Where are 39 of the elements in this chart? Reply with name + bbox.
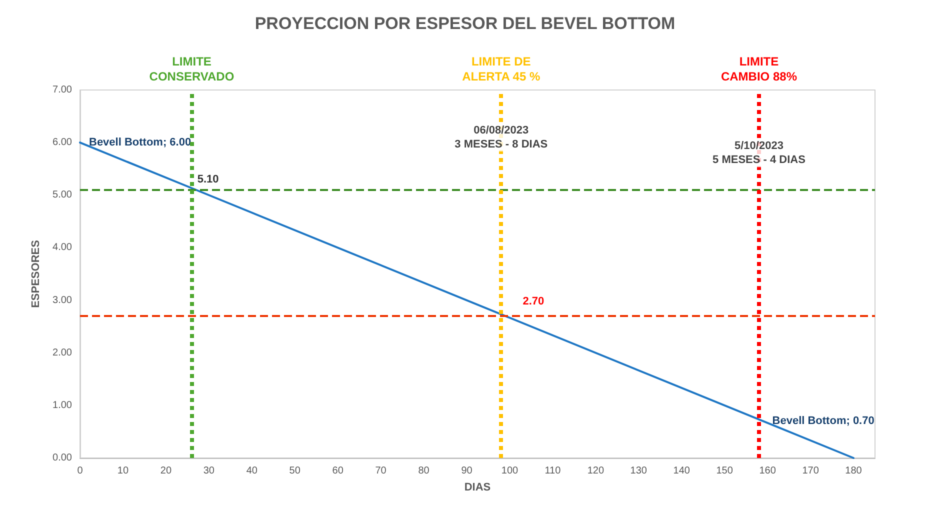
x-tick-label: 170 (802, 466, 820, 476)
x-tick-label: 80 (418, 466, 430, 476)
x-tick-label: 120 (587, 466, 604, 476)
ref-line-label: LIMITE DE ALERTA 45 % (462, 54, 540, 84)
x-axis-title: DIAS (464, 482, 491, 494)
ref-line-label: LIMITE CONSERVADO (149, 54, 234, 84)
x-tick-label: 10 (117, 466, 129, 476)
x-tick-label: 70 (375, 466, 387, 476)
y-tick-label: 7.00 (52, 84, 72, 96)
x-tick-label: 130 (630, 466, 648, 476)
x-tick-label: 90 (461, 466, 473, 476)
annotation: 5/10/2023 5 MESES - 4 DIAS (712, 140, 806, 166)
ref-line-label: LIMITE CAMBIO 88% (720, 54, 798, 84)
x-tick-label: 60 (332, 466, 344, 476)
x-tick-label: 20 (160, 466, 172, 476)
y-tick-label: 4.00 (52, 242, 72, 254)
data-label: Bevell Bottom; 0.70 (772, 415, 874, 428)
x-tick-label: 140 (673, 466, 690, 476)
y-tick-label: 5.00 (52, 190, 72, 201)
data-label: 2.70 (522, 296, 544, 308)
x-tick-label: 180 (845, 466, 862, 476)
x-tick-label: 160 (759, 466, 776, 476)
chart-title: PROYECCION POR ESPESOR DEL BEVEL BOTTOM (254, 14, 676, 33)
x-tick-label: 50 (289, 466, 301, 476)
x-tick-label: 150 (716, 466, 734, 476)
x-tick-label: 110 (544, 466, 562, 476)
data-label: 5.10 (197, 173, 219, 186)
annotation: 06/08/2023 3 MESES - 8 DIAS (454, 124, 548, 150)
y-tick-label: 0.00 (52, 452, 72, 464)
y-axis-title: ESPESORES (30, 240, 42, 308)
x-tick-label: 100 (501, 466, 519, 476)
x-tick-label: 30 (203, 466, 215, 476)
x-tick-label: 0 (77, 466, 84, 476)
y-tick-label: 3.00 (52, 294, 72, 306)
y-tick-label: 1.00 (52, 400, 72, 411)
x-tick-label: 40 (246, 466, 258, 476)
y-tick-label: 6.00 (52, 137, 72, 148)
data-label: Bevell Bottom; 6.00 (89, 136, 192, 149)
y-tick-label: 2.00 (52, 347, 72, 358)
